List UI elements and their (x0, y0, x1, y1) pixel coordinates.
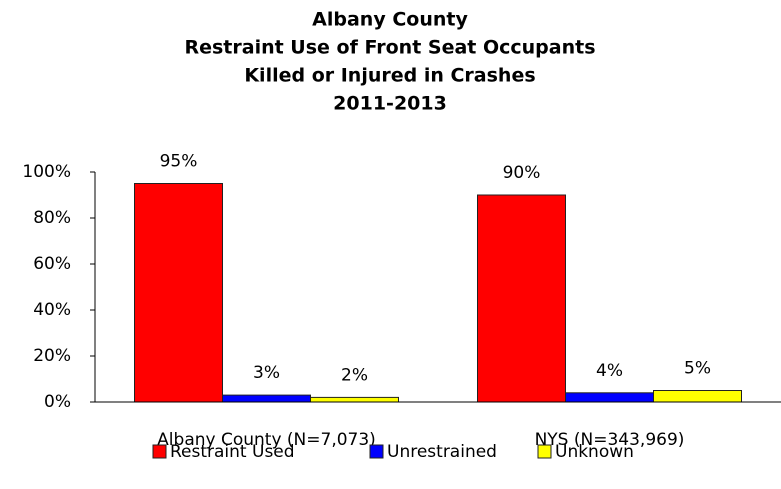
bar (222, 394, 311, 403)
bar (477, 194, 566, 403)
data-label: 3% (253, 363, 280, 383)
y-tick-label: 20% (33, 346, 71, 366)
bar (134, 183, 223, 403)
bar (310, 396, 399, 403)
legend-label: Unknown (555, 442, 634, 462)
data-label: 2% (341, 365, 368, 385)
chart-title: Killed or Injured in Crashes (244, 65, 535, 87)
legend-swatch (369, 444, 384, 459)
chart-title: Albany County (312, 9, 468, 31)
y-tick-label: 60% (33, 254, 71, 274)
x-tick-label: Albany County (N=7,073) (157, 430, 376, 450)
legend-label: Unrestrained (387, 442, 497, 462)
y-tick-label: 0% (44, 392, 71, 412)
data-label: 5% (684, 359, 711, 379)
legend-swatch (152, 444, 167, 459)
bar (565, 392, 654, 403)
data-label: 90% (503, 163, 541, 183)
legend-label: Restraint Used (170, 442, 295, 462)
chart-title: Restraint Use of Front Seat Occupants (184, 37, 595, 59)
data-label: 95% (160, 152, 198, 172)
legend-swatch (537, 444, 552, 459)
y-tick-label: 40% (33, 300, 71, 320)
y-tick-label: 80% (33, 208, 71, 228)
chart-title: 2011-2013 (333, 93, 447, 115)
data-label: 4% (596, 361, 623, 381)
x-tick-label: NYS (N=343,969) (535, 430, 685, 450)
bar (653, 390, 742, 403)
y-tick-label: 100% (22, 162, 71, 182)
